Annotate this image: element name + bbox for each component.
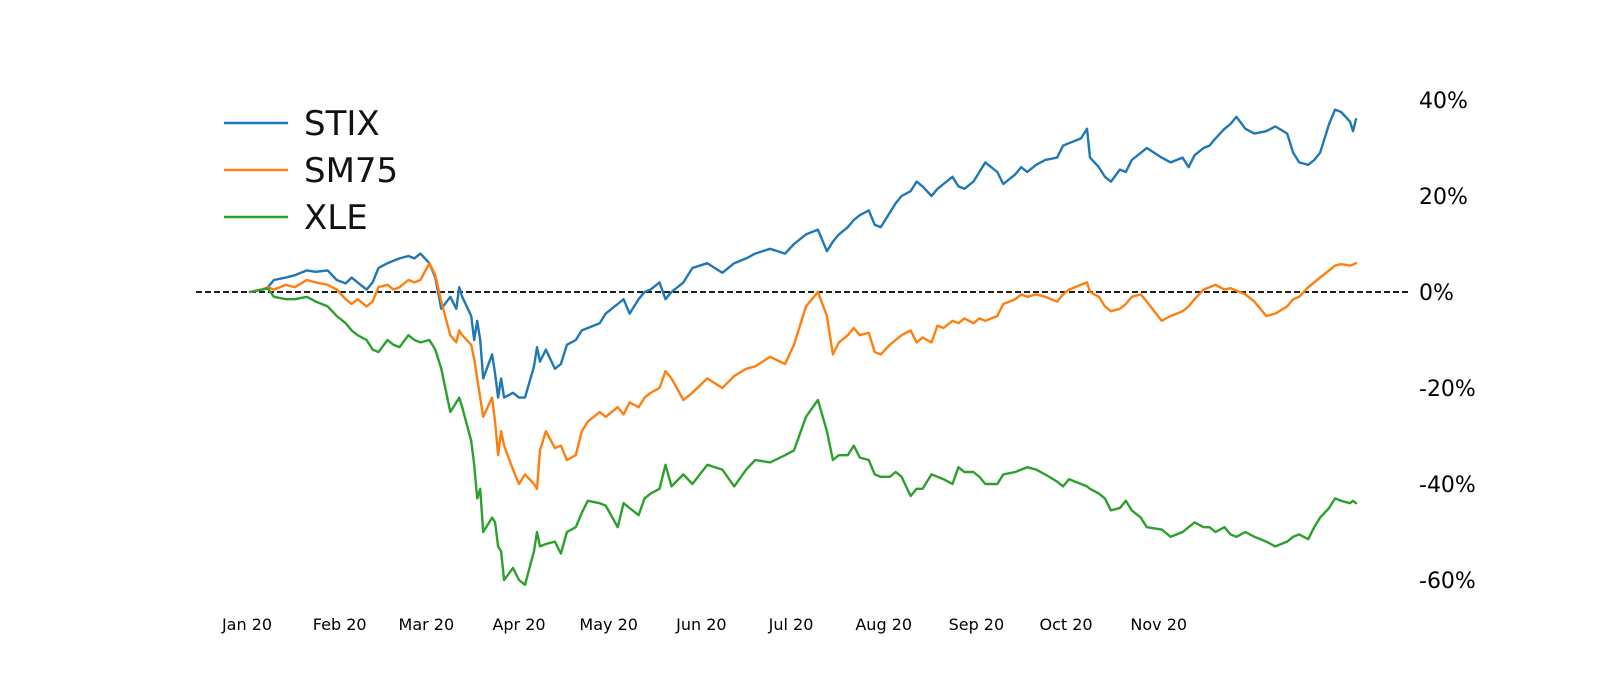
legend-label-sm75: SM75 [304,151,398,191]
x-tick-label: May 20 [579,615,638,634]
x-axis-ticks: Jan 20 Feb 20 Mar 20 Apr 20 May 20 Jun 20 Jul … [221,615,1187,634]
y-tick-label: -40% [1419,473,1476,498]
legend-label-stix: STIX [304,104,380,144]
series-line-sm75 [248,262,1358,490]
x-tick-label: Nov 20 [1130,615,1187,634]
series-line-stix [248,108,1358,399]
x-tick-label: Jul 20 [768,615,814,634]
y-axis-ticks: 40% 20% 0% -20% -40% -60% [1419,89,1476,594]
x-tick-label: Sep 20 [949,615,1005,634]
y-tick-label: 20% [1419,185,1468,210]
legend: STIX SM75 XLE [224,104,398,238]
x-tick-label: Oct 20 [1039,615,1092,634]
series-lines [248,108,1358,586]
x-tick-label: Jun 20 [675,615,726,634]
series-line-xle [248,287,1358,586]
y-tick-label: 0% [1419,281,1454,306]
y-tick-label: -20% [1419,377,1476,402]
y-tick-label: 40% [1419,89,1468,114]
x-tick-label: Jan 20 [221,615,272,634]
x-tick-label: Mar 20 [399,615,455,634]
x-tick-label: Apr 20 [492,615,545,634]
y-tick-label: -60% [1419,569,1476,594]
x-tick-label: Feb 20 [313,615,367,634]
x-tick-label: Aug 20 [855,615,912,634]
legend-label-xle: XLE [304,198,368,238]
